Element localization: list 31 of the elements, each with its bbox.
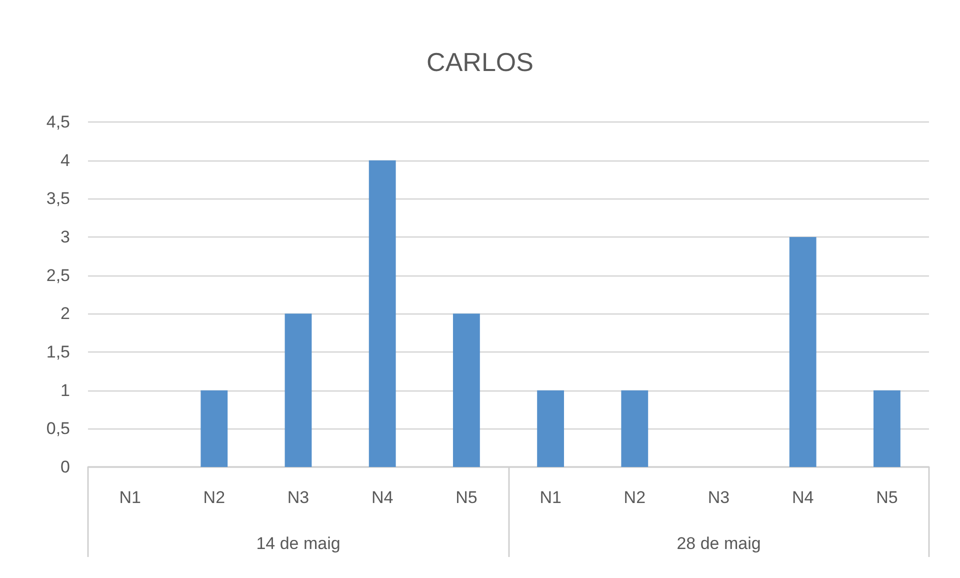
- bar: [789, 237, 816, 467]
- y-tick-label: 4,5: [46, 112, 70, 132]
- x-tick-label: N4: [371, 488, 394, 507]
- x-tick-label: N3: [287, 488, 310, 507]
- y-tick-label: 2: [60, 304, 70, 324]
- bar: [537, 390, 564, 467]
- y-tick-label: 1: [60, 380, 70, 400]
- bar: [452, 314, 480, 467]
- y-tick-label: 1,5: [46, 342, 70, 362]
- y-tick-label: 3,5: [46, 189, 70, 208]
- x-tick-label: N4: [792, 488, 814, 507]
- bar: [873, 390, 900, 467]
- bar: [621, 390, 648, 467]
- bar: [284, 314, 312, 467]
- bar: [368, 160, 396, 467]
- chart-title: CARLOS: [426, 47, 534, 77]
- x-tick-label: N1: [119, 488, 141, 507]
- text: 14 de maig: [256, 534, 340, 553]
- x-tick-label: N5: [456, 488, 478, 507]
- y-tick-label: 3: [60, 228, 70, 246]
- x-tick-label: N3: [708, 488, 730, 507]
- x-tick-label: N1: [540, 488, 562, 507]
- x-tick-label: N5: [876, 488, 898, 507]
- y-tick-label: 4: [60, 150, 70, 170]
- bar: [200, 390, 228, 467]
- y-tick-label: 2,5: [46, 266, 70, 285]
- x-tick-label: N2: [203, 488, 226, 507]
- y-tick-label: 0: [60, 458, 70, 476]
- text: 28 de maig: [676, 534, 761, 553]
- y-tick-label: 0,5: [46, 419, 70, 438]
- x-tick-label: N2: [624, 488, 646, 507]
